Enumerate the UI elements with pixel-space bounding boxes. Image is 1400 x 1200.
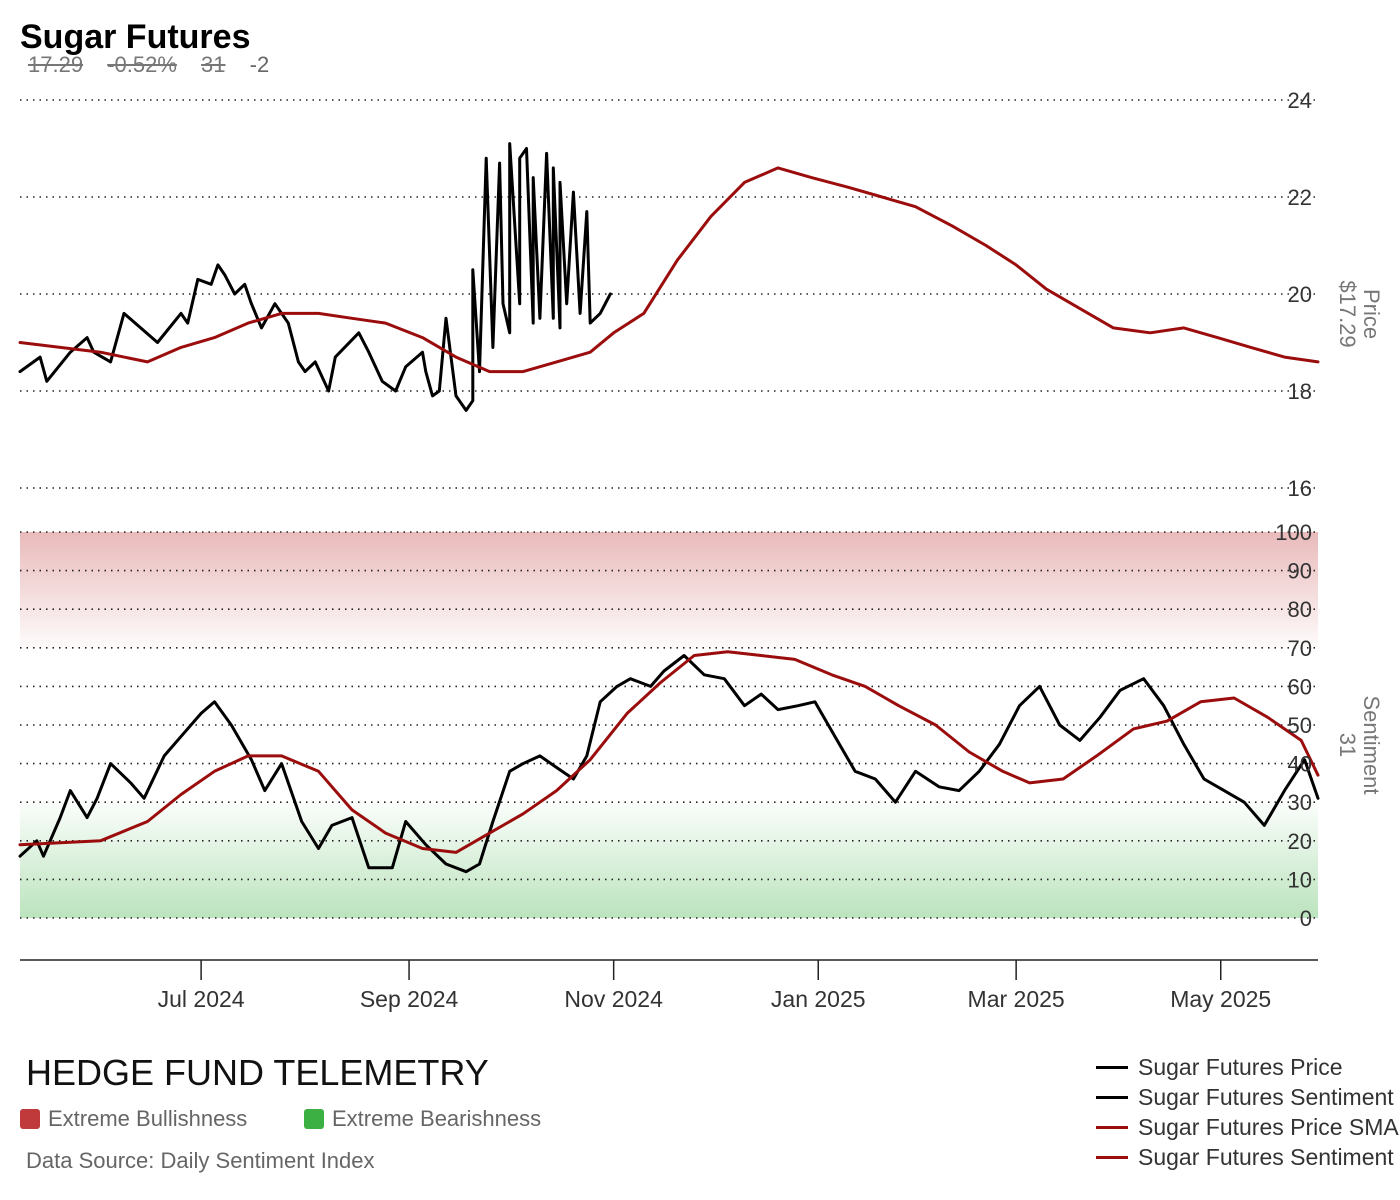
extreme-bearish-zone bbox=[20, 802, 1318, 918]
x-tick-label: Nov 2024 bbox=[564, 986, 663, 1012]
sentiment-tick-label: 0 bbox=[1300, 906, 1312, 931]
legend-line bbox=[1096, 1155, 1128, 1159]
sentiment-axis-title: Sentiment bbox=[1359, 695, 1384, 794]
sentiment-change: -2 bbox=[249, 52, 270, 77]
sentiment-value: 31 bbox=[201, 52, 226, 77]
legend-label: Sugar Futures Price SMA bbox=[1138, 1113, 1399, 1140]
legend-label: Sugar Futures Sentiment bbox=[1138, 1083, 1394, 1110]
sugar-futures-sentiment-sma-line bbox=[18, 650, 1320, 854]
sugar-futures-price-sma-line bbox=[18, 166, 1320, 374]
legend-item-sentiment[interactable]: Sugar Futures Sentiment bbox=[1096, 1082, 1400, 1112]
sentiment-tick-label: 50 bbox=[1288, 713, 1312, 738]
price-tick-label: 22 bbox=[1288, 185, 1312, 210]
legend-item-sentiment-sma[interactable]: Sugar Futures Sentiment SMA bbox=[1096, 1142, 1400, 1172]
price-value: 17.29 bbox=[28, 52, 84, 77]
legend-line bbox=[1096, 1065, 1128, 1069]
x-tick-label: Mar 2025 bbox=[968, 986, 1065, 1012]
sentiment-tick-label: 100 bbox=[1275, 520, 1312, 545]
sentiment-tick-label: 10 bbox=[1288, 867, 1312, 892]
legend-label: Sugar Futures Price bbox=[1138, 1053, 1343, 1080]
sentiment-tick-label: 60 bbox=[1288, 674, 1312, 699]
sentiment-axis-value: 31 bbox=[1335, 733, 1360, 757]
header-stats: 17.29 -0.52% 31 -2 bbox=[28, 52, 287, 78]
chart-title: Sugar Futures bbox=[20, 18, 251, 56]
legend-line bbox=[1096, 1125, 1128, 1129]
price-tick-label: 16 bbox=[1288, 476, 1312, 501]
sentiment-tick-label: 80 bbox=[1288, 597, 1312, 622]
x-tick-label: May 2025 bbox=[1170, 986, 1271, 1012]
chart-canvas: 16 18 20 22 24 Price$17.29 0 10 20 30 40 50 60 70 80 90… bbox=[18, 88, 1384, 1012]
price-axis-title: Price bbox=[1359, 289, 1384, 339]
sugar-futures-price-line bbox=[18, 142, 612, 412]
sentiment-tick-label: 20 bbox=[1288, 829, 1312, 854]
price-axis-value: $17.29 bbox=[1335, 280, 1360, 347]
legend-line bbox=[1096, 1095, 1128, 1099]
brand-name: HEDGE FUND TELEMETRY bbox=[26, 1052, 489, 1093]
x-tick-label: Sep 2024 bbox=[360, 986, 459, 1012]
sentiment-tick-label: 40 bbox=[1288, 752, 1312, 777]
legend-label: Sugar Futures Sentiment SMA bbox=[1138, 1143, 1400, 1170]
sentiment-tick-label: 90 bbox=[1288, 559, 1312, 584]
key-extreme-bullish: Extreme Bullishness bbox=[20, 1106, 247, 1132]
price-tick-label: 18 bbox=[1288, 379, 1312, 404]
sugar-futures-sentiment-line bbox=[18, 654, 1320, 874]
price-tick-label: 24 bbox=[1288, 88, 1312, 113]
x-tick-label: Jul 2024 bbox=[158, 986, 245, 1012]
sentiment-tick-label: 70 bbox=[1288, 636, 1312, 661]
legend-item-price[interactable]: Sugar Futures Price bbox=[1096, 1052, 1400, 1082]
legend-item-price-sma[interactable]: Sugar Futures Price SMA bbox=[1096, 1112, 1400, 1142]
bullish-label: Extreme Bullishness bbox=[48, 1106, 248, 1131]
bullish-swatch bbox=[20, 1109, 40, 1129]
change-percent: -0.52% bbox=[107, 52, 177, 77]
extreme-bullish-zone bbox=[20, 532, 1318, 648]
key-extreme-bearish: Extreme Bearishness bbox=[304, 1106, 541, 1132]
bearish-swatch bbox=[304, 1109, 324, 1129]
sentiment-tick-label: 30 bbox=[1288, 790, 1312, 815]
x-tick-label: Jan 2025 bbox=[771, 986, 866, 1012]
chart-legend: Sugar Futures Price Sugar Futures Sentim… bbox=[1096, 1052, 1400, 1172]
bearish-label: Extreme Bearishness bbox=[332, 1106, 542, 1131]
data-source: Data Source: Daily Sentiment Index bbox=[26, 1148, 375, 1173]
price-tick-label: 20 bbox=[1288, 282, 1312, 307]
